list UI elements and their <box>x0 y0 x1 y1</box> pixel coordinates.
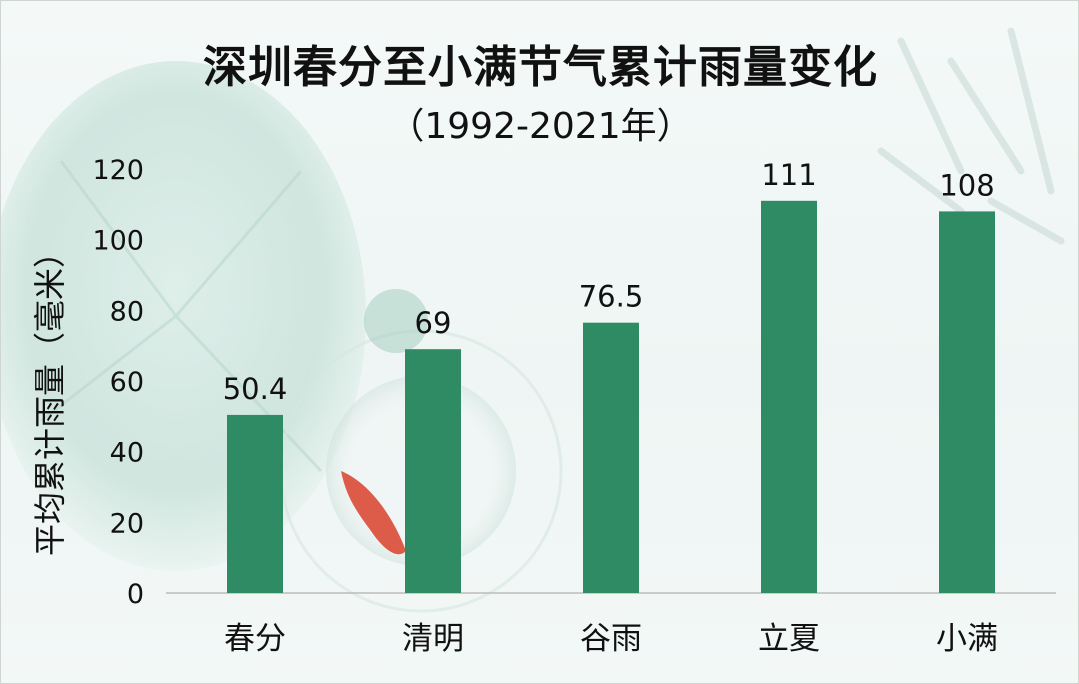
x-axis-categories: 春分 清明 谷雨 立夏 小满 <box>224 621 998 657</box>
data-labels: 50.4 69 76.5 111 108 <box>223 158 995 406</box>
data-label: 76.5 <box>579 280 644 314</box>
data-label: 111 <box>761 158 816 192</box>
y-tick-label: 40 <box>110 438 144 469</box>
y-axis-ticks: 0 20 40 60 80 100 120 <box>92 155 144 610</box>
bar-1 <box>227 414 283 593</box>
x-category-label: 谷雨 <box>580 621 642 657</box>
x-category-label: 春分 <box>224 621 286 657</box>
bamboo-leaves <box>877 27 1065 245</box>
data-label: 69 <box>415 306 452 340</box>
bar-2 <box>405 349 461 593</box>
koi-fish-shape <box>341 471 406 555</box>
chart-title: 深圳春分至小满节气累计雨量变化 <box>203 42 878 93</box>
y-tick-label: 120 <box>92 155 144 186</box>
y-tick-label: 0 <box>127 579 144 610</box>
x-category-label: 清明 <box>402 621 464 657</box>
y-tick-label: 20 <box>110 508 144 539</box>
data-label: 108 <box>939 168 994 202</box>
bar-5 <box>939 211 995 593</box>
bar-4 <box>761 200 817 594</box>
water-ripple <box>364 289 428 353</box>
lotus-leaf-vein <box>40 160 323 473</box>
y-tick-label: 60 <box>110 367 144 398</box>
y-tick-label: 100 <box>92 226 144 257</box>
bar-series <box>227 200 995 594</box>
x-category-label: 小满 <box>936 621 998 657</box>
chart-subtitle: （1992-2021年） <box>388 106 693 147</box>
y-tick-label: 80 <box>110 296 144 327</box>
data-label: 50.4 <box>223 372 288 406</box>
bar-3 <box>583 322 639 593</box>
x-category-label: 立夏 <box>758 621 820 657</box>
